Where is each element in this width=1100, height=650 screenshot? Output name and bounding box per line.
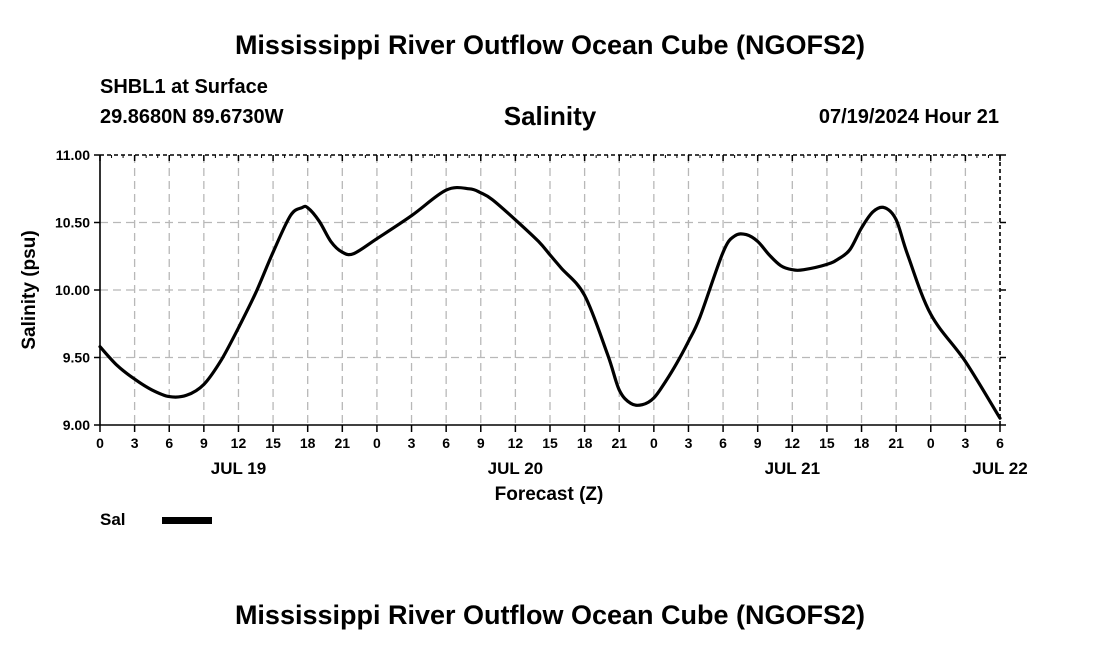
- date-label: JUL 19: [211, 459, 266, 478]
- page-title: Mississippi River Outflow Ocean Cube (NG…: [234, 30, 866, 60]
- plot-area: [98, 185, 1002, 420]
- footer-title: Mississippi River Outflow Ocean Cube (NG…: [234, 600, 866, 630]
- x-tick-label: 6: [996, 435, 1004, 451]
- x-tick-label: 6: [719, 435, 727, 451]
- x-tick-label: 18: [577, 435, 593, 451]
- chart-title: Salinity: [503, 101, 597, 131]
- series-line-sal: [98, 185, 1002, 420]
- x-tick-label: 0: [650, 435, 658, 451]
- y-tick-label: 10.00: [55, 282, 90, 298]
- x-tick-label: 21: [335, 435, 351, 451]
- x-tick-label: 6: [165, 435, 173, 451]
- x-tick-label: 15: [819, 435, 835, 451]
- x-tick-label: 12: [785, 435, 801, 451]
- x-tick-label: 21: [611, 435, 627, 451]
- x-tick-label: 9: [477, 435, 485, 451]
- axes: 0 3 6 9 12 15 18 21 0 3 6 9 12 15 18 21 0 3 6 9 12 15 18 21 0 3 6 9…: [55, 147, 1028, 478]
- x-tick-label: 6: [442, 435, 450, 451]
- forecast-datetime: 07/19/2024 Hour 21: [818, 106, 999, 128]
- grid: [100, 155, 1000, 425]
- x-tick-label: 0: [96, 435, 104, 451]
- station-coordinates: 29.8680N 89.6730W: [100, 106, 284, 128]
- x-tick-label: 12: [231, 435, 247, 451]
- y-tick-label: 11.00: [56, 147, 90, 163]
- station-label: SHBL1 at Surface: [100, 76, 268, 98]
- x-tick-label: 18: [854, 435, 870, 451]
- date-label: JUL 22: [972, 459, 1027, 478]
- x-axis-label: Forecast (Z): [495, 484, 604, 505]
- y-tick-label: 10.50: [55, 215, 90, 231]
- x-tick-label: 3: [408, 435, 416, 451]
- y-axis-label: Salinity (psu): [19, 230, 40, 349]
- x-tick-label: 9: [200, 435, 208, 451]
- x-tick-label: 12: [508, 435, 524, 451]
- x-tick-label: 0: [373, 435, 381, 451]
- x-tick-label: 15: [265, 435, 281, 451]
- y-tick-label: 9.00: [63, 417, 90, 433]
- x-tick-label: 9: [754, 435, 762, 451]
- x-tick-label: 15: [542, 435, 558, 451]
- x-tick-label: 21: [888, 435, 904, 451]
- y-tick-label: 9.50: [63, 350, 90, 366]
- x-tick-label: 0: [927, 435, 935, 451]
- date-label: JUL 21: [765, 459, 820, 478]
- x-tick-label: 3: [961, 435, 969, 451]
- x-tick-label: 3: [685, 435, 693, 451]
- legend-label: Sal: [100, 510, 126, 529]
- date-label: JUL 20: [488, 459, 543, 478]
- x-tick-label: 3: [131, 435, 139, 451]
- x-tick-label: 18: [300, 435, 316, 451]
- legend-line-swatch: [162, 517, 212, 524]
